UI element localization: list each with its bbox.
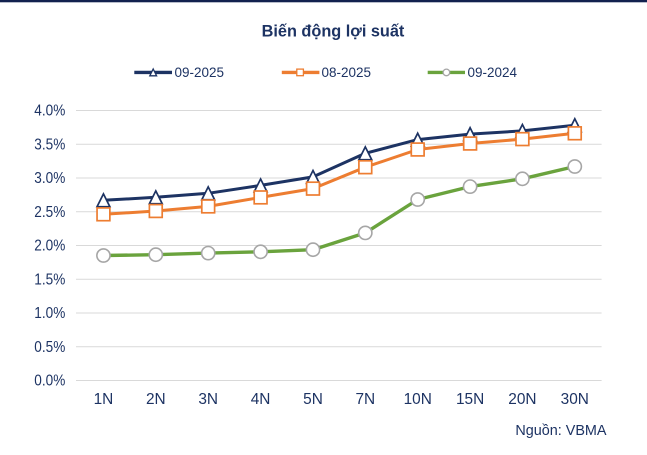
svg-text:5N: 5N <box>303 391 323 408</box>
svg-text:2.5%: 2.5% <box>34 204 65 221</box>
svg-text:20N: 20N <box>508 391 536 408</box>
svg-text:08-2025: 08-2025 <box>322 65 372 80</box>
svg-text:3N: 3N <box>198 391 218 408</box>
svg-text:1N: 1N <box>94 391 114 408</box>
svg-text:4N: 4N <box>251 391 271 408</box>
svg-text:7N: 7N <box>355 391 375 408</box>
svg-text:0.5%: 0.5% <box>34 339 65 356</box>
svg-text:1.0%: 1.0% <box>34 305 65 322</box>
svg-text:2.0%: 2.0% <box>34 238 65 255</box>
svg-text:0.0%: 0.0% <box>34 373 65 390</box>
svg-text:30N: 30N <box>561 391 589 408</box>
svg-text:Nguồn: VBMA: Nguồn: VBMA <box>515 423 607 439</box>
svg-text:3.0%: 3.0% <box>34 170 65 187</box>
svg-text:3.5%: 3.5% <box>34 136 65 153</box>
svg-text:2N: 2N <box>146 391 166 408</box>
svg-text:4.0%: 4.0% <box>34 103 65 120</box>
svg-text:1.5%: 1.5% <box>34 271 65 288</box>
svg-text:09-2024: 09-2024 <box>468 65 518 80</box>
svg-text:15N: 15N <box>456 391 484 408</box>
svg-text:10N: 10N <box>404 391 432 408</box>
svg-text:Biến động lợi suất: Biến động lợi suất <box>262 23 405 41</box>
svg-text:09-2025: 09-2025 <box>175 65 225 80</box>
